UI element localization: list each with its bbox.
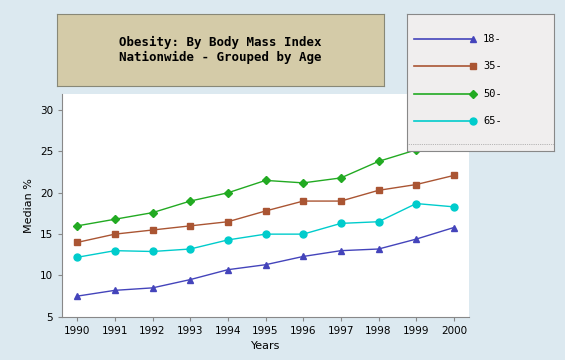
Text: 35-: 35-: [483, 62, 502, 71]
50-: [300, 181, 307, 185]
65-: [375, 220, 382, 224]
35-: [149, 228, 156, 232]
50-: [224, 191, 231, 195]
Text: 18-: 18-: [483, 34, 502, 44]
65-: [74, 255, 81, 260]
65-: [450, 205, 457, 209]
Line: 65-: 65-: [74, 200, 457, 261]
18-: [111, 288, 118, 293]
X-axis label: Years: Years: [251, 341, 280, 351]
18-: [375, 247, 382, 251]
35-: [111, 232, 118, 236]
18-: [187, 278, 194, 282]
Line: 35-: 35-: [75, 173, 457, 245]
65-: [224, 238, 231, 242]
18-: [149, 286, 156, 290]
50-: [187, 199, 194, 203]
50-: [413, 148, 420, 152]
35-: [450, 173, 457, 177]
65-: [262, 232, 269, 236]
18-: [450, 225, 457, 230]
65-: [187, 247, 194, 251]
Text: 50-: 50-: [483, 89, 502, 99]
50-: [74, 224, 81, 228]
50-: [149, 211, 156, 215]
18-: [224, 267, 231, 272]
35-: [300, 199, 307, 203]
Line: 50-: 50-: [75, 134, 457, 229]
18-: [337, 248, 344, 253]
18-: [413, 237, 420, 241]
35-: [337, 199, 344, 203]
65-: [111, 248, 118, 253]
65-: [149, 249, 156, 254]
35-: [262, 209, 269, 213]
Text: 65-: 65-: [483, 116, 502, 126]
65-: [413, 201, 420, 206]
18-: [74, 294, 81, 298]
35-: [74, 240, 81, 244]
35-: [413, 183, 420, 187]
50-: [375, 159, 382, 163]
50-: [262, 178, 269, 183]
35-: [224, 220, 231, 224]
50-: [337, 176, 344, 180]
Text: Obesity: By Body Mass Index
Nationwide - Grouped by Age: Obesity: By Body Mass Index Nationwide -…: [119, 36, 321, 64]
50-: [111, 217, 118, 221]
35-: [187, 224, 194, 228]
18-: [300, 254, 307, 258]
Line: 18-: 18-: [75, 225, 457, 299]
18-: [262, 262, 269, 267]
50-: [450, 134, 457, 139]
35-: [375, 188, 382, 193]
Y-axis label: Median %: Median %: [24, 178, 34, 233]
65-: [337, 221, 344, 226]
65-: [300, 232, 307, 236]
